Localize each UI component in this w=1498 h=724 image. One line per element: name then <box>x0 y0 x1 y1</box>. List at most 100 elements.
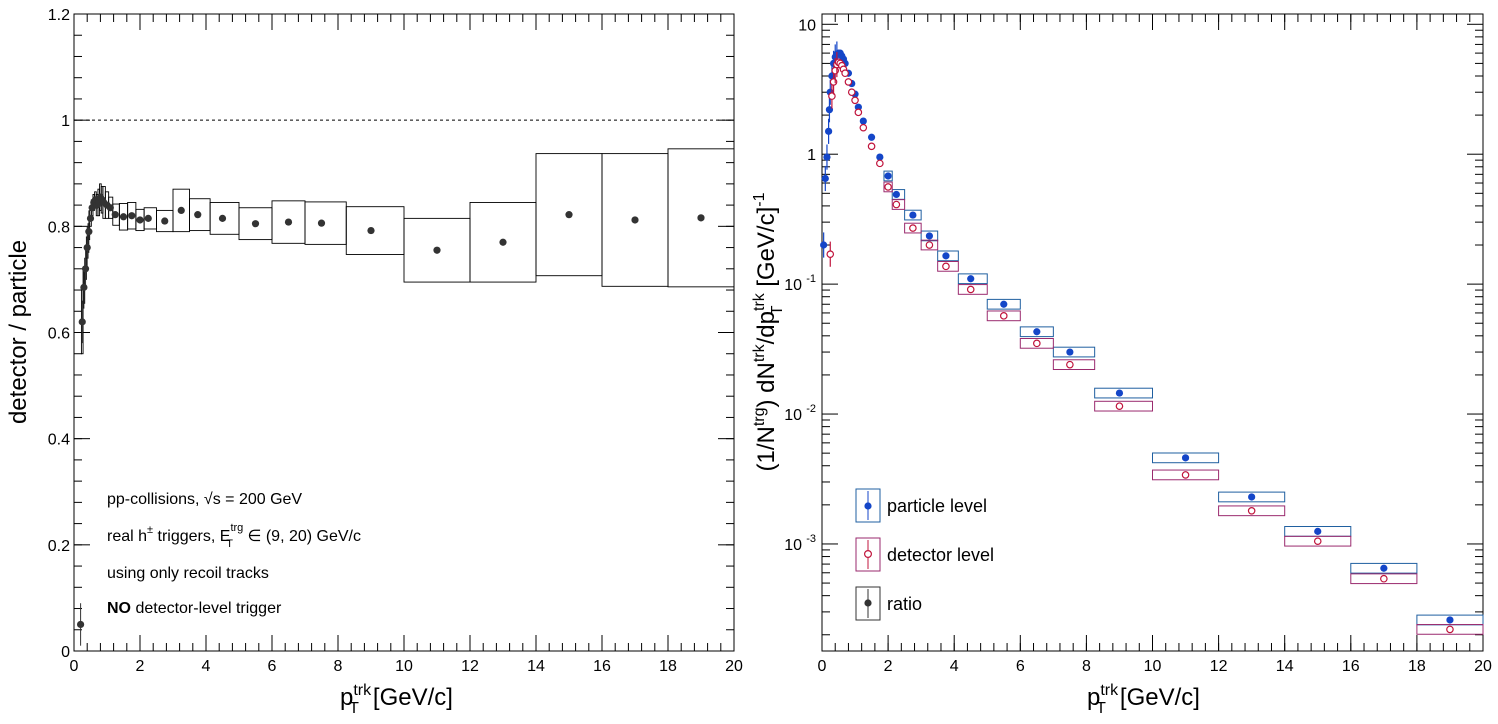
detector-level-point <box>841 69 849 78</box>
right-axis-ticks: 10 1 10 -1 10 -2 10 -3 0 2 4 6 8 10 12 14 16 18 20 <box>784 14 1492 675</box>
detector-level-point <box>826 250 835 258</box>
ratio-point <box>111 211 119 219</box>
right-y-tick-label: 1 <box>807 147 816 164</box>
legend: particle level detector level ratio <box>855 488 994 621</box>
right-y-tick-label: 10 <box>798 17 816 34</box>
particle-level-point <box>1115 389 1124 397</box>
right-x-tick-label: 2 <box>884 658 893 675</box>
particle-level-point <box>1314 527 1322 535</box>
left-y-tick-label: 0.2 <box>48 538 70 555</box>
right-y-tick-exponent: -2 <box>806 403 816 415</box>
ratio-point <box>77 620 85 629</box>
detector-level-point <box>1033 339 1041 348</box>
particle-level-sys-box <box>1019 326 1054 338</box>
detector-level-point <box>1313 537 1322 546</box>
particle-level-point <box>823 153 831 161</box>
detector-level-sys-box <box>1052 359 1096 371</box>
detector-level-sys-box <box>937 260 959 272</box>
left-data-points <box>77 193 705 646</box>
detector-level-sys-box <box>891 199 906 210</box>
ratio-point <box>144 214 152 222</box>
detector-level-point <box>909 224 917 232</box>
left-x-tick-label: 2 <box>136 658 145 675</box>
left-x-axis-label: ptrk T [GeV/c] <box>340 682 453 717</box>
particle-level-sys-box <box>1094 387 1153 399</box>
ratio-point <box>78 318 86 326</box>
ratio-point <box>85 228 93 236</box>
detector-level-sys-box <box>1218 505 1286 517</box>
particle-level-point <box>825 106 834 114</box>
ratio-point <box>177 206 185 215</box>
ratio-point <box>128 212 136 220</box>
detector-level-point <box>1446 625 1454 634</box>
ratio-point <box>565 211 573 219</box>
left-y-tick-label: 1.2 <box>48 7 70 24</box>
right-x-tick-label: 12 <box>1210 658 1228 675</box>
left-x-tick-label: 16 <box>593 658 611 675</box>
legend-particle-marker <box>864 502 872 510</box>
left-x-tick-label: 14 <box>527 658 545 675</box>
left-axis-ticks: 0 0.2 0.4 0.6 0.8 1 1.2 0 2 4 6 8 10 12 14 16 18 20 <box>48 7 743 675</box>
ratio-point <box>218 214 227 222</box>
detector-level-sys-box <box>1019 337 1054 349</box>
left-x-tick-label: 20 <box>725 658 743 675</box>
detector-level-point <box>942 262 950 271</box>
right-y-tick-exponent: -3 <box>806 533 816 545</box>
ratio-point <box>367 226 375 235</box>
left-y-axis-label: detector / particle <box>5 240 32 424</box>
detector-level-point <box>892 200 901 209</box>
detector-level-sys-box <box>1350 573 1418 585</box>
legend-detector-marker <box>863 549 872 558</box>
ratio-point <box>251 220 260 228</box>
ratio-point <box>106 204 114 212</box>
left-y-tick-label: 0.4 <box>48 432 70 449</box>
ratio-sys-box <box>304 201 347 245</box>
left-y-tick-label: 0.8 <box>48 219 70 236</box>
right-x-tick-label: 18 <box>1408 658 1426 675</box>
detector-level-sys-box <box>986 310 1021 322</box>
right-x-tick-label: 4 <box>950 658 959 675</box>
ratio-point <box>83 243 91 252</box>
legend-detector-box <box>855 537 881 572</box>
left-x-tick-label: 4 <box>202 658 211 675</box>
left-sys-boxes <box>80 148 735 355</box>
detector-level-point <box>847 88 856 97</box>
particle-level-point <box>825 127 833 135</box>
particle-level-point <box>859 117 867 125</box>
detector-level-point <box>999 312 1008 320</box>
particle-level-sys-box <box>920 230 939 242</box>
particle-level-point <box>942 252 950 260</box>
particle-level-point <box>909 211 917 219</box>
ratio-point <box>161 217 169 225</box>
particle-level-point <box>967 275 975 283</box>
ratio-sys-box <box>667 148 735 288</box>
detector-level-sys-box <box>957 284 988 295</box>
particle-level-point <box>1000 300 1008 308</box>
right-y-tick-exponent: -1 <box>806 273 816 285</box>
legend-particle-box <box>855 488 881 523</box>
right-x-tick-label: 16 <box>1342 658 1360 675</box>
right-x-tick-label: 10 <box>1144 658 1162 675</box>
particle-level-sys-box <box>986 298 1021 310</box>
legend-ratio-box <box>855 586 881 621</box>
particle-level-sys-box <box>883 170 893 182</box>
particle-level-point <box>1248 493 1256 501</box>
ratio-point <box>697 214 705 222</box>
annotation-line-1: pp-collisions, √s = 200 GeV <box>107 491 302 508</box>
detector-level-sys-box <box>883 181 893 193</box>
particle-level-sys-box <box>1218 491 1286 503</box>
ratio-point <box>119 213 128 221</box>
left-x-tick-label: 6 <box>268 658 277 675</box>
left-plot-frame <box>73 13 735 652</box>
ratio-point <box>433 246 441 254</box>
annotation-line-2: real h± triggers, Etrg T ∈ (9, 20) GeV/c <box>107 522 361 550</box>
detector-level-sys-box <box>1284 535 1352 547</box>
detector-level-point <box>1115 402 1124 410</box>
particle-level-sys-box <box>1052 346 1096 358</box>
particle-level-point <box>821 174 829 183</box>
left-y-tick-label: 0.6 <box>48 326 70 343</box>
right-x-tick-label: 20 <box>1474 658 1492 675</box>
right-panel: 10 1 10 -1 10 -2 10 -3 0 2 4 6 8 10 12 14 16 18 20 (1/Ntrg… <box>751 13 1492 717</box>
left-y-tick-label: 0 <box>61 644 70 661</box>
right-data-points <box>820 41 1454 634</box>
